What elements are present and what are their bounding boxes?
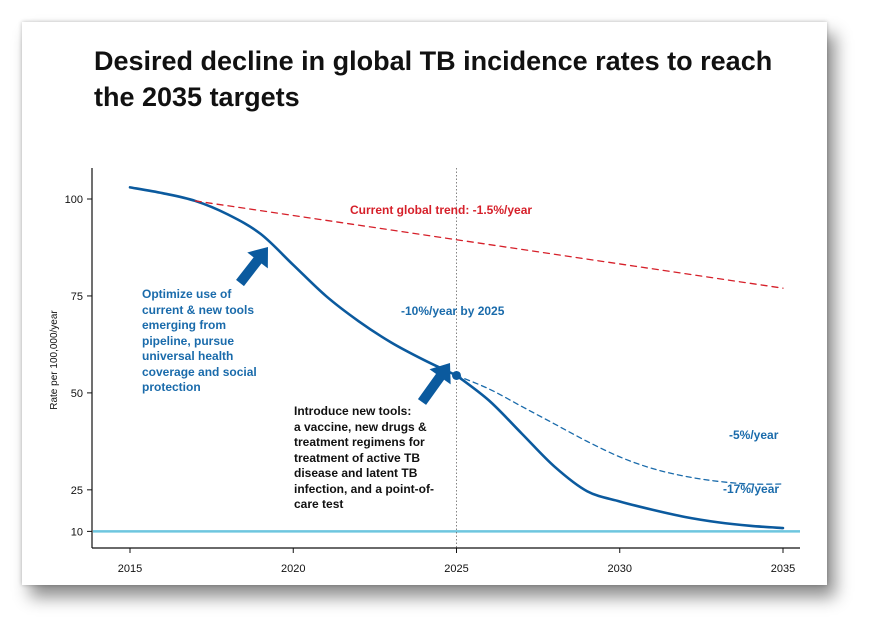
annotation-optimize-tools: Optimize use of current & new tools emer… xyxy=(142,287,257,396)
y-tick-label: 10 xyxy=(71,526,83,538)
x-tick-label: 2020 xyxy=(281,563,305,575)
series-line-main xyxy=(128,186,458,377)
annotation-line: Optimize use of xyxy=(142,287,232,301)
annotation-line: universal health xyxy=(142,349,234,363)
x-tick-label: 2015 xyxy=(118,563,142,575)
annotation-line: protection xyxy=(142,380,201,394)
annotation-line: current & new tools xyxy=(142,302,255,317)
milestone-point xyxy=(452,370,461,380)
annotation-line: a vaccine, new drugs & xyxy=(294,419,427,434)
y-tick-label: 25 xyxy=(71,485,83,497)
x-tick-label: 2035 xyxy=(771,563,795,575)
series-line-current-trend xyxy=(194,200,784,289)
annotation-5-percent: -5%/year xyxy=(729,428,779,442)
annotation-line: pipeline, pursue xyxy=(142,333,235,348)
arrow-optimize-icon xyxy=(236,247,268,287)
arrow-new-tools-icon xyxy=(417,363,451,405)
x-tick-label: 2030 xyxy=(608,563,632,575)
annotation-line: disease and latent TB xyxy=(294,466,418,480)
x-tick-label: 2025 xyxy=(444,563,468,575)
annotation-line: emerging from xyxy=(142,318,227,332)
annotation-line: coverage and social xyxy=(142,364,257,379)
y-axis-label: Rate per 100,000/year xyxy=(49,310,60,410)
chart-title: Desired decline in global TB incidence r… xyxy=(94,46,773,112)
annotation-line: care test xyxy=(294,497,344,511)
y-tick-label: 75 xyxy=(71,291,83,303)
series-line-main-17 xyxy=(455,374,785,530)
annotation-line: treatment of active TB xyxy=(294,450,421,465)
annotation-line: Introduce new tools: xyxy=(294,404,412,418)
annotation-milestone-2025: -10%/year by 2025 xyxy=(401,304,505,318)
annotation-17-percent: -17%/year xyxy=(723,482,780,496)
annotation-current-trend: Current global trend: -1.5%/year xyxy=(350,203,533,217)
series-line-scenario-5 xyxy=(455,374,784,485)
y-tick-label: 50 xyxy=(71,388,83,400)
annotation-line: infection, and a point-of- xyxy=(294,481,434,496)
chart-card xyxy=(22,22,827,585)
annotation-line: treatment regimens for xyxy=(294,435,425,449)
annotation-new-tools: Introduce new tools: a vaccine, new drug… xyxy=(294,404,434,513)
y-tick-label: 100 xyxy=(65,194,83,206)
